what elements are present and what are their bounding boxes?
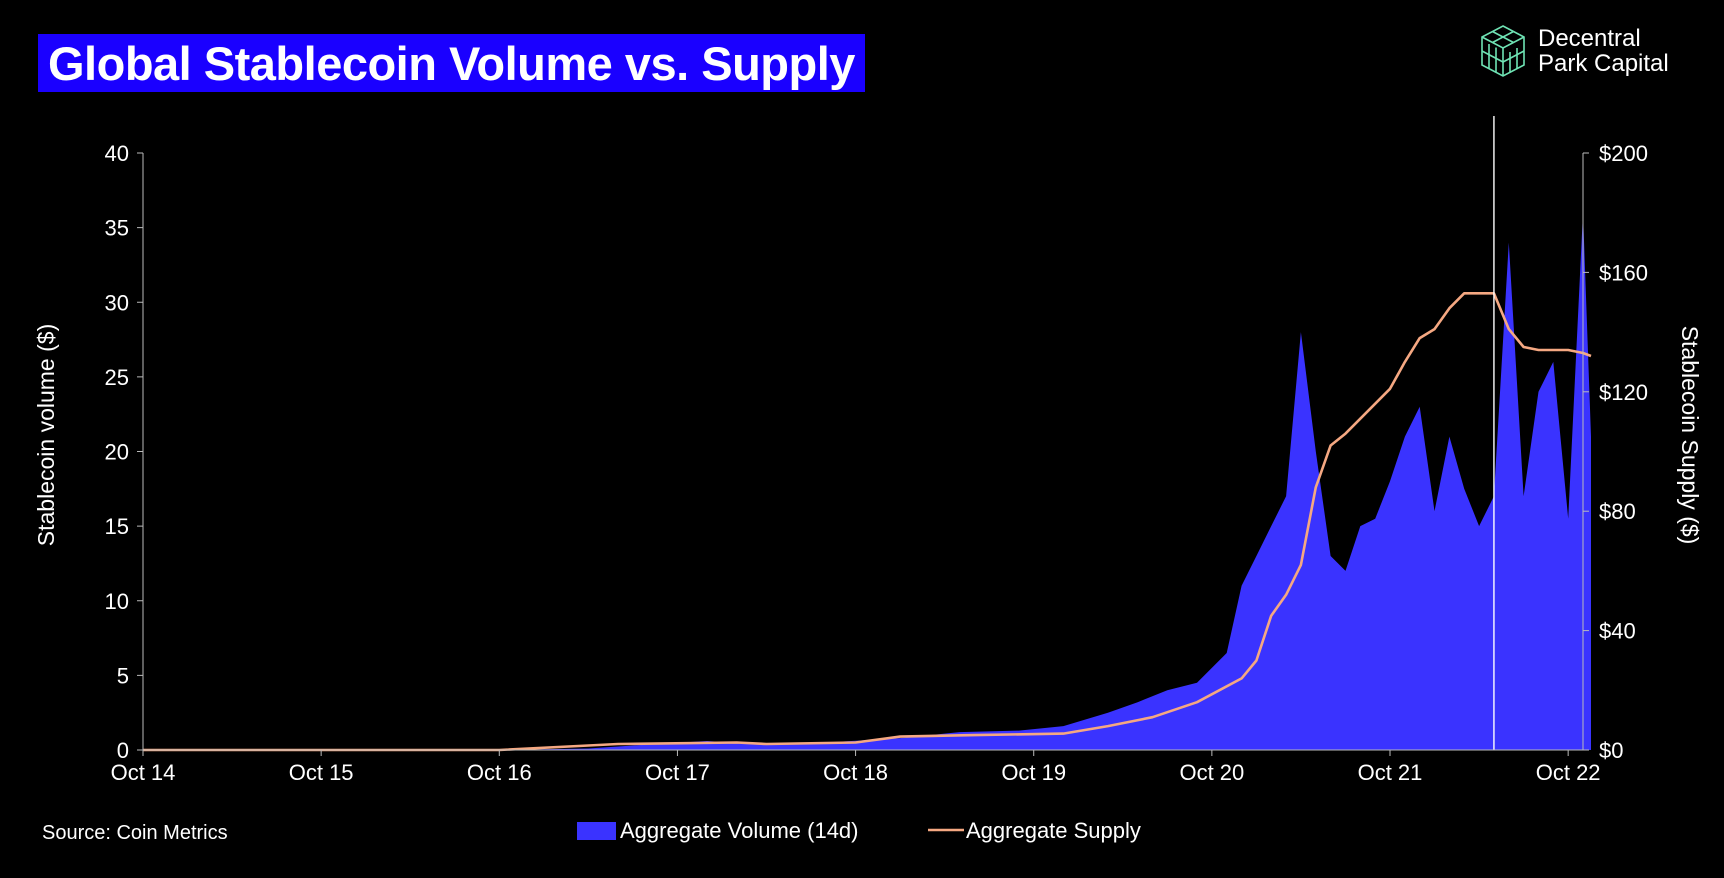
y2-tick-label: $160 xyxy=(1599,260,1648,285)
chart-title: Global Stablecoin Volume vs. Supply xyxy=(48,36,855,90)
logo-line-2: Park Capital xyxy=(1538,50,1669,77)
source-note: Source: Coin Metrics xyxy=(42,822,228,844)
y-tick-label: 30 xyxy=(105,290,129,315)
y-tick-label: 40 xyxy=(105,141,129,166)
x-tick-label: Oct 22 xyxy=(1536,760,1601,785)
volume-area xyxy=(143,212,1591,750)
y2-tick-label: $80 xyxy=(1599,499,1636,524)
x-tick-label: Oct 19 xyxy=(1001,760,1066,785)
y-tick-label: 25 xyxy=(105,365,129,390)
x-tick-label: Oct 21 xyxy=(1358,760,1423,785)
y-axis-label: Stablecoin volume ($) xyxy=(33,324,59,546)
cube-icon xyxy=(1481,25,1525,77)
logo-text: Decentral Park Capital xyxy=(1538,26,1669,76)
x-tick-label: Oct 18 xyxy=(823,760,888,785)
x-tick-label: Oct 17 xyxy=(645,760,710,785)
y-tick-label: 5 xyxy=(117,663,129,688)
legend-label-supply: Aggregate Supply xyxy=(966,818,1141,843)
x-tick-label: Oct 15 xyxy=(289,760,354,785)
x-tick-label: Oct 16 xyxy=(467,760,532,785)
legend-label-volume: Aggregate Volume (14d) xyxy=(620,818,859,843)
y2-tick-label: $120 xyxy=(1599,380,1648,405)
logo-line-1: Decentral xyxy=(1538,25,1641,52)
y2-tick-label: $200 xyxy=(1599,141,1648,166)
y-tick-label: 0 xyxy=(117,738,129,763)
y-tick-label: 15 xyxy=(105,514,129,539)
chart-title-box: Global Stablecoin Volume vs. Supply xyxy=(38,34,865,92)
y-tick-label: 10 xyxy=(105,589,129,614)
legend: Aggregate Volume (14d) Aggregate Supply xyxy=(577,818,1141,843)
y2-axis-label: Stablecoin Supply ($) xyxy=(1677,326,1703,545)
y-tick-label: 35 xyxy=(105,216,129,241)
y2-tick-label: $0 xyxy=(1599,738,1623,763)
brand-logo: Decentral Park Capital xyxy=(1480,24,1669,78)
legend-swatch-volume xyxy=(577,822,616,840)
y2-tick-label: $40 xyxy=(1599,619,1636,644)
x-tick-label: Oct 14 xyxy=(111,760,176,785)
supply-line xyxy=(143,292,1592,752)
x-tick-label: Oct 20 xyxy=(1179,760,1244,785)
y-tick-label: 20 xyxy=(105,440,129,465)
